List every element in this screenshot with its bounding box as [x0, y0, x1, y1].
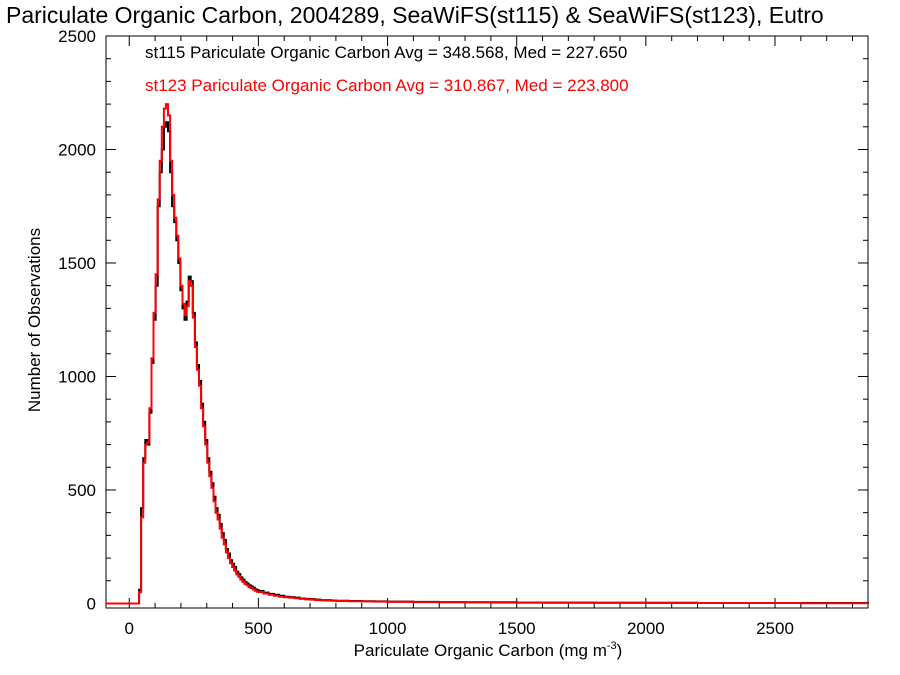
series-layer [106, 103, 869, 605]
series-line-st115 [106, 121, 869, 605]
x-tick-label: 2000 [627, 619, 665, 638]
plot-border [105, 35, 869, 609]
plot-frame [105, 35, 869, 609]
legend-entry-st123: st123 Pariculate Organic Carbon Avg = 31… [145, 76, 629, 95]
chart-title: Pariculate Organic Carbon, 2004289, SeaW… [6, 2, 824, 28]
x-tick-label: 500 [244, 619, 272, 638]
y-tick-label: 500 [68, 481, 96, 500]
x-tick-label: 1000 [369, 619, 407, 638]
y-axis-label: Number of Observations [25, 228, 44, 412]
x-tick-label: 0 [125, 619, 134, 638]
legend-entry-st115: st115 Pariculate Organic Carbon Avg = 34… [145, 43, 627, 62]
legend: st115 Pariculate Organic Carbon Avg = 34… [145, 43, 629, 95]
y-tick-label: 1500 [58, 254, 96, 273]
x-tick-label: 1500 [498, 619, 536, 638]
x-tick-label: 2500 [756, 619, 794, 638]
x-axis-label-superscript: -3 [607, 640, 617, 652]
x-axis-label-suffix: ) [617, 641, 623, 660]
series-line-st123 [106, 103, 868, 605]
x-axis-label-text: Pariculate Organic Carbon (mg m [354, 641, 607, 660]
x-axis-label: Pariculate Organic Carbon (mg m-3) [354, 640, 623, 660]
y-tick-label: 2000 [58, 140, 96, 159]
y-tick-label: 1000 [58, 367, 96, 386]
y-tick-label: 2500 [58, 27, 96, 46]
axis-ticks: 0 500 1000 1500 2000 2500 0 500 1000 1500 2000 2500 [58, 27, 868, 638]
y-tick-label: 0 [87, 594, 96, 613]
